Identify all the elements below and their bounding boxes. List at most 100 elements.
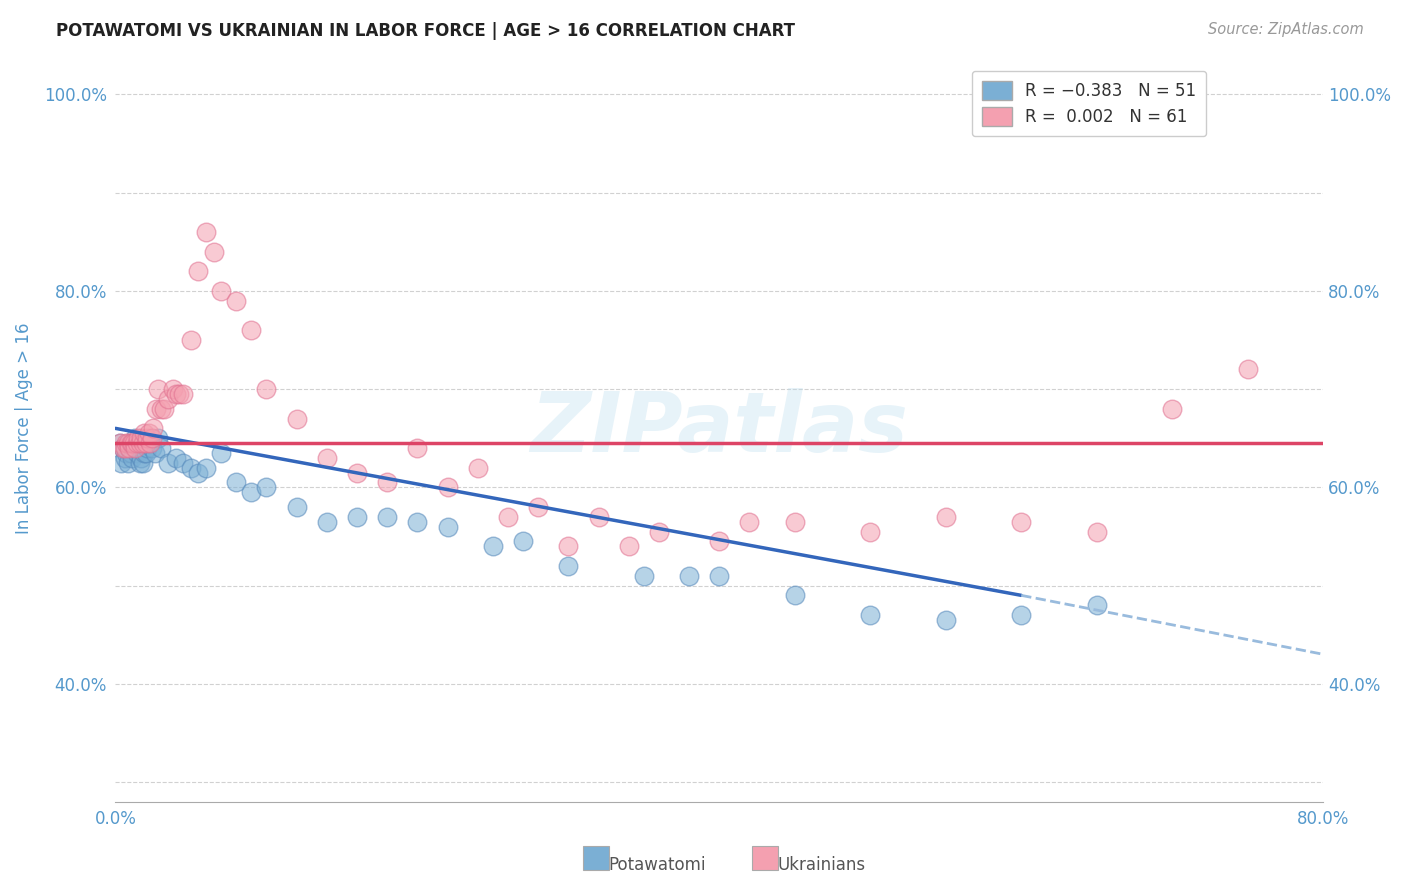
Point	[117, 436, 139, 450]
Point	[145, 401, 167, 416]
Point	[120, 446, 142, 460]
Point	[436, 519, 458, 533]
Point	[285, 500, 308, 514]
Point	[709, 568, 731, 582]
Text: ZIPatlas: ZIPatlas	[530, 388, 908, 469]
Point	[125, 446, 148, 460]
Point	[406, 515, 429, 529]
Point	[124, 431, 146, 445]
Point	[111, 441, 134, 455]
Point	[1010, 607, 1032, 622]
Point	[527, 500, 550, 514]
Point	[128, 436, 150, 450]
Text: Source: ZipAtlas.com: Source: ZipAtlas.com	[1208, 22, 1364, 37]
Point	[1161, 401, 1184, 416]
Point	[136, 431, 159, 445]
Point	[141, 441, 163, 455]
Point	[496, 509, 519, 524]
Point	[859, 607, 882, 622]
Point	[512, 534, 534, 549]
Point	[254, 480, 277, 494]
Point	[152, 401, 174, 416]
Point	[285, 411, 308, 425]
Point	[436, 480, 458, 494]
Point	[315, 450, 337, 465]
Point	[128, 456, 150, 470]
Point	[935, 509, 957, 524]
Point	[108, 436, 131, 450]
Point	[115, 446, 138, 460]
Point	[122, 436, 145, 450]
Point	[315, 515, 337, 529]
Point	[225, 475, 247, 490]
Point	[588, 509, 610, 524]
Point	[225, 293, 247, 308]
Text: POTAWATOMI VS UKRAINIAN IN LABOR FORCE | AGE > 16 CORRELATION CHART: POTAWATOMI VS UKRAINIAN IN LABOR FORCE |…	[56, 22, 796, 40]
Point	[146, 431, 169, 445]
Point	[138, 426, 160, 441]
Point	[195, 225, 218, 239]
Point	[124, 441, 146, 455]
Point	[129, 431, 152, 445]
Point	[172, 387, 194, 401]
Point	[118, 441, 141, 455]
Point	[162, 382, 184, 396]
Point	[143, 446, 166, 460]
Point	[254, 382, 277, 396]
Legend: R = −0.383   N = 51, R =  0.002   N = 61: R = −0.383 N = 51, R = 0.002 N = 61	[972, 71, 1206, 136]
Point	[375, 475, 398, 490]
Point	[114, 441, 136, 455]
Point	[375, 509, 398, 524]
Point	[557, 558, 579, 573]
Point	[139, 436, 162, 450]
Point	[167, 387, 190, 401]
Point	[149, 401, 172, 416]
Point	[617, 539, 640, 553]
Point	[859, 524, 882, 539]
Point	[738, 515, 761, 529]
Point	[482, 539, 505, 553]
Point	[127, 441, 149, 455]
Point	[165, 387, 187, 401]
Point	[138, 436, 160, 450]
Point	[149, 441, 172, 455]
Point	[557, 539, 579, 553]
Point	[209, 446, 232, 460]
Point	[110, 456, 132, 470]
Point	[135, 446, 157, 460]
Point	[121, 450, 143, 465]
Point	[115, 436, 138, 450]
Point	[146, 382, 169, 396]
Point	[406, 441, 429, 455]
Point	[131, 436, 153, 450]
Point	[122, 441, 145, 455]
Point	[1085, 524, 1108, 539]
Point	[142, 421, 165, 435]
Point	[129, 450, 152, 465]
Point	[165, 450, 187, 465]
Point	[180, 460, 202, 475]
Point	[783, 515, 806, 529]
Point	[648, 524, 671, 539]
Point	[709, 534, 731, 549]
Point	[187, 264, 209, 278]
Point	[108, 436, 131, 450]
Point	[187, 466, 209, 480]
Point	[125, 436, 148, 450]
Point	[467, 460, 489, 475]
Point	[114, 450, 136, 465]
Point	[209, 284, 232, 298]
Point	[202, 244, 225, 259]
Point	[120, 436, 142, 450]
Point	[1010, 515, 1032, 529]
Point	[346, 466, 368, 480]
Point	[111, 441, 134, 455]
Point	[131, 456, 153, 470]
Point	[118, 441, 141, 455]
Point	[135, 436, 157, 450]
Point	[1085, 598, 1108, 612]
Point	[195, 460, 218, 475]
Text: Ukrainians: Ukrainians	[778, 856, 866, 874]
Point	[240, 323, 263, 337]
Point	[136, 441, 159, 455]
